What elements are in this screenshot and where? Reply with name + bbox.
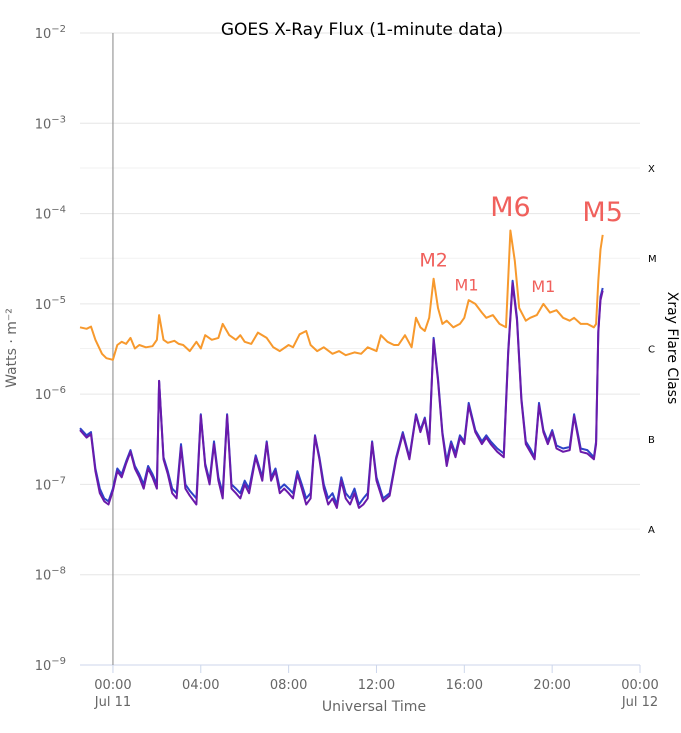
y-tick-label: 10−8 [35,566,66,584]
x-tick-date: Jul 12 [621,695,658,710]
flare-annotation: M5 [582,197,622,228]
x-tick-label: 00:00 [94,678,131,693]
flare-annotation: M1 [531,277,555,296]
series-line-2 [79,282,604,509]
flare-annotation: M2 [419,250,447,272]
x-tick-label: 16:00 [446,678,483,693]
y-tick-label: 10−5 [35,295,66,313]
x-axis-title: Universal Time [322,699,426,715]
y-tick-label: 10−3 [35,114,66,132]
y-tick-label: 10−6 [35,385,66,403]
x-tick-label: 00:00 [621,678,658,693]
flare-class-axis-title: Xray Flare Class [664,292,680,405]
flare-class-label: X [648,164,655,175]
x-tick-date: Jul 11 [94,695,131,710]
y-tick-label: 10−4 [35,205,66,223]
flare-class-label: A [648,525,655,536]
y-tick-label: 10−7 [35,475,66,493]
y-tick-label: 10−2 [35,24,66,42]
x-tick-label: 12:00 [358,678,395,693]
x-tick-label: 08:00 [270,678,307,693]
flare-annotation: M6 [490,192,530,223]
series-lines [79,229,604,509]
flare-class-label: M [648,254,657,265]
y-tick-labels: 10−9 10−8 10−7 10−6 10−5 10−4 10−3 10−2 [35,24,66,674]
flare-class-labels: A B C M X [648,164,657,536]
chart-title: GOES X-Ray Flux (1-minute data) [221,20,503,40]
x-tick-label: 20:00 [533,678,570,693]
flare-annotation: M1 [455,275,479,294]
flare-class-label: C [648,345,655,356]
y-axis-title: Watts · m⁻² [4,308,20,388]
flare-class-label: B [648,435,655,446]
y-tick-label: 10−9 [35,656,66,674]
flare-annotations: M2 M1 M6 M1 M5 [419,192,623,296]
x-tick-label: 04:00 [182,678,219,693]
grid [80,32,641,673]
series-line-0 [79,229,604,361]
x-tick-labels: 00:00 Jul 11 04:00 08:00 12:00 16:00 20:00 00:0… [94,678,659,710]
